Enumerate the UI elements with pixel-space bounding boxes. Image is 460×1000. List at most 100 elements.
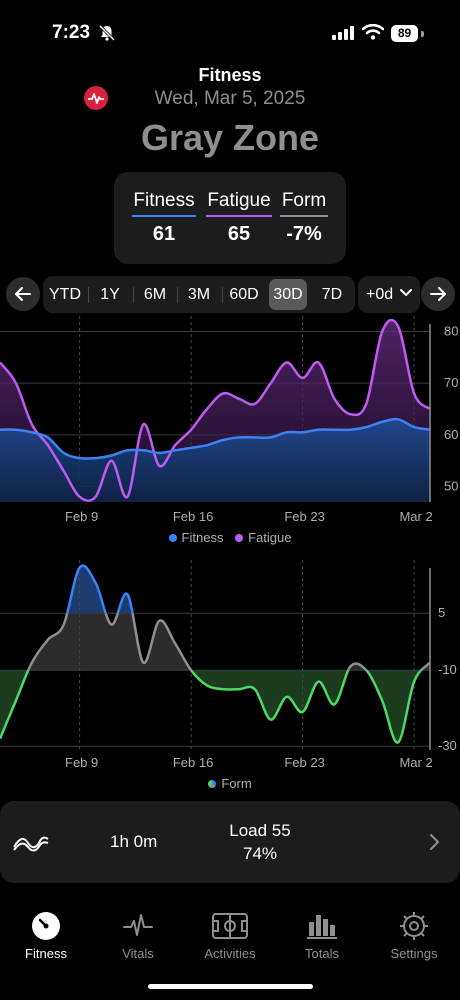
chevron-right-icon (430, 834, 439, 850)
y-tick-label: 5 (438, 605, 445, 620)
y-tick-label: 60 (444, 427, 458, 442)
battery-tip (421, 31, 424, 37)
activity-summary-card[interactable]: 1h 0m Load 55 74% (0, 801, 460, 883)
divider (88, 287, 89, 303)
next-period-button[interactable] (421, 277, 455, 311)
tab-settings[interactable]: Settings (368, 908, 460, 961)
stat-form-label: Form (281, 190, 327, 211)
signal-icon (332, 26, 354, 40)
stat-fitness-label: Fitness (133, 190, 195, 211)
range-option-60d[interactable]: 60D (229, 286, 259, 303)
chevron-down-icon (399, 289, 412, 296)
stat-form-bar (280, 215, 328, 217)
legend-fatigue-label: Fatigue (248, 530, 292, 545)
divider (133, 287, 134, 303)
bar-chart-icon (307, 915, 337, 939)
battery-indicator: 89 (391, 25, 418, 42)
stat-form: Form -7% (280, 190, 328, 246)
fitness-fatigue-chart[interactable]: 50 60 70 80 Feb 9 Feb 16 Feb 23 Mar 2 (0, 316, 460, 530)
status-time: 7:23 (52, 22, 91, 43)
form-area-gray (0, 613, 430, 671)
load-wave-icon (13, 836, 49, 852)
stat-fitness-bar (132, 215, 196, 217)
tab-fitness[interactable]: Fitness (0, 908, 92, 961)
x-tick-label: Feb 9 (65, 755, 98, 770)
page-title: Fitness (198, 65, 262, 85)
range-option-ytd[interactable]: YTD (49, 286, 81, 303)
fitness-area (0, 419, 430, 502)
form-line-green (0, 670, 423, 744)
pulse-icon (88, 93, 104, 104)
y-tick-label: 70 (444, 375, 458, 390)
heartbeat-icon (123, 914, 153, 936)
x-tick-label: Mar 2 (399, 755, 432, 770)
legend-form-dot (208, 780, 217, 788)
offset-value: +0d (366, 286, 394, 303)
stat-fitness-value: 61 (152, 223, 176, 245)
gear-icon (400, 912, 428, 940)
arrow-left-icon (15, 287, 31, 301)
stat-fatigue-bar (206, 215, 272, 217)
tab-activities-label: Activities (204, 946, 256, 961)
stat-fatigue-value: 65 (227, 223, 251, 245)
app-logo (84, 86, 108, 110)
range-selector: YTD 1Y 6M 3M 60D 30D 7D (43, 276, 355, 313)
tab-vitals-label: Vitals (122, 946, 154, 961)
home-indicator (148, 984, 313, 989)
x-tick-label: Feb 23 (284, 755, 324, 770)
page-date: Wed, Mar 5, 2025 (154, 88, 306, 109)
stat-fatigue-label: Fatigue (207, 190, 271, 211)
zone-label: Gray Zone (140, 117, 320, 158)
tab-fitness-label: Fitness (25, 946, 67, 961)
y-tick-label: 80 (444, 324, 458, 339)
form-chart[interactable]: 5 -10 -30 Feb 9 Feb 16 Feb 23 Mar 2 (0, 560, 460, 775)
field-icon (212, 913, 248, 939)
legend-form: Form (208, 776, 252, 791)
tab-activities[interactable]: Activities (184, 908, 276, 961)
arrow-right-icon (430, 287, 446, 301)
tab-settings-label: Settings (390, 946, 438, 961)
divider (177, 287, 178, 303)
chart1-legend: Fitness Fatigue (0, 530, 460, 545)
stat-fatigue: Fatigue 65 (206, 190, 272, 246)
form-area-blue (0, 565, 430, 614)
x-tick-label: Mar 2 (399, 509, 432, 524)
range-option-30d[interactable]: 30D (269, 279, 307, 310)
legend-form-label: Form (221, 776, 252, 791)
x-tick-label: Feb 16 (173, 509, 213, 524)
divider (222, 287, 223, 303)
tab-totals-label: Totals (305, 946, 339, 961)
tab-vitals[interactable]: Vitals (92, 908, 184, 961)
stats-card: Fitness 61 Fatigue 65 Form -7% (114, 172, 346, 264)
x-tick-label: Feb 9 (65, 509, 98, 524)
tab-totals[interactable]: Totals (276, 908, 368, 961)
summary-load: Load 55 (229, 821, 291, 840)
wifi-icon (362, 24, 384, 40)
speedometer-icon (32, 912, 60, 940)
summary-percent: 74% (242, 844, 278, 863)
stat-form-value: -7% (286, 223, 322, 245)
range-option-6m[interactable]: 6M (143, 286, 167, 303)
legend-fatigue-dot (235, 534, 244, 542)
stat-fitness: Fitness 61 (132, 190, 196, 246)
legend-fatigue: Fatigue (235, 530, 291, 545)
form-line-gray (26, 613, 431, 671)
range-option-3m[interactable]: 3M (187, 286, 211, 303)
fatigue-line (0, 318, 431, 502)
tab-bar: Fitness Vitals Activities (0, 900, 460, 1000)
x-tick-label: Feb 16 (173, 755, 213, 770)
range-option-1y[interactable]: 1Y (100, 286, 120, 303)
chart2-legend: Form (0, 776, 460, 791)
form-line-blue (65, 564, 134, 614)
x-tick-label: Feb 23 (284, 509, 324, 524)
legend-fitness: Fitness (168, 530, 224, 545)
range-option-7d[interactable]: 7D (321, 286, 343, 303)
prev-period-button[interactable] (6, 277, 40, 311)
fitness-line (0, 417, 431, 460)
y-tick-label: -30 (438, 738, 457, 753)
y-tick-label: -10 (438, 662, 457, 677)
summary-duration: 1h 0m (110, 832, 158, 851)
offset-dropdown[interactable]: +0d (358, 276, 420, 313)
legend-fitness-label: Fitness (181, 530, 224, 545)
y-tick-label: 50 (444, 479, 458, 494)
